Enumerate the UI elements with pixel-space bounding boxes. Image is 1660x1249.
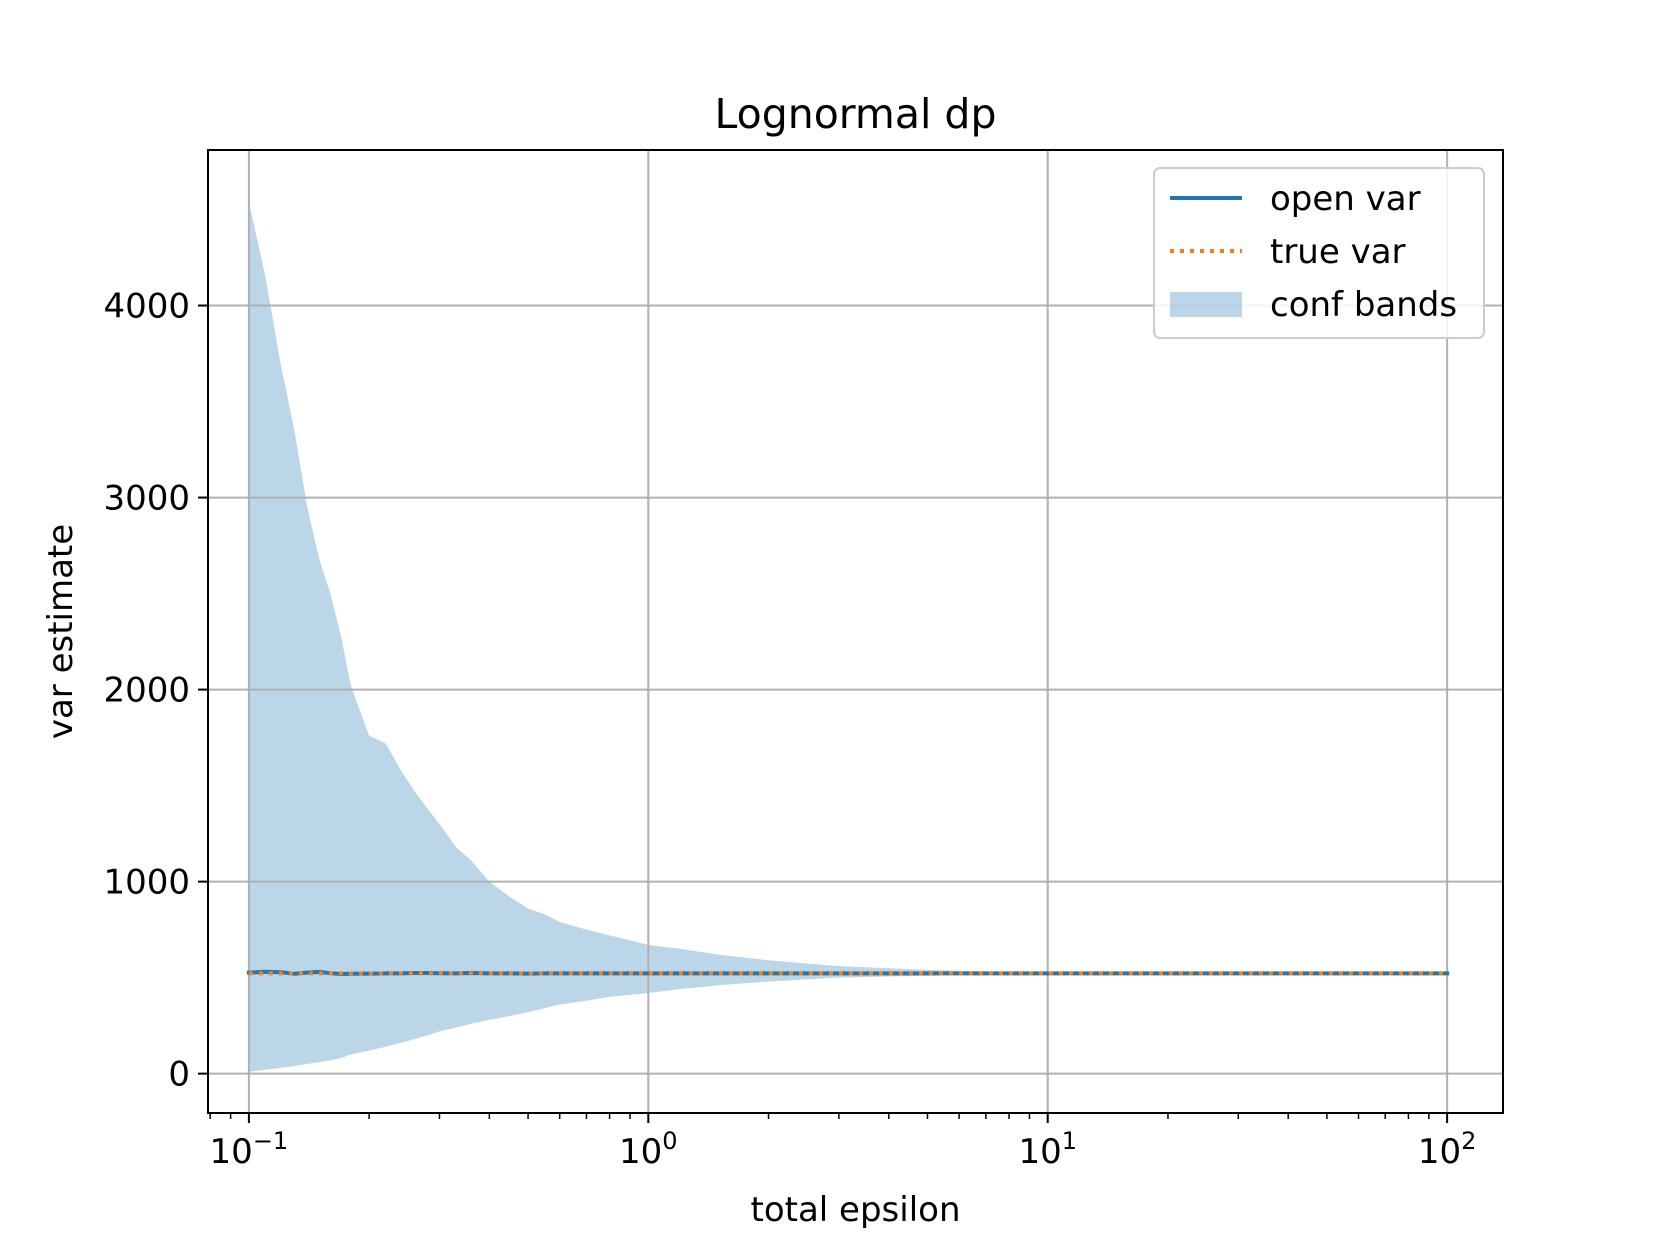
- x-tick-label: 102: [1418, 1127, 1477, 1172]
- axes-frame: [207, 149, 1504, 1114]
- open-var-line: [246, 969, 1450, 976]
- y-tick-label: 4000: [103, 287, 190, 327]
- y-tick-label: 0: [168, 1055, 190, 1095]
- x-tick-label: 101: [1018, 1127, 1077, 1172]
- y-tick-label: 1000: [103, 863, 190, 903]
- legend-swatch-conf-bands: [1170, 292, 1242, 317]
- x-tick-label: 100: [619, 1127, 678, 1172]
- y-axis-label: var estimate: [41, 524, 81, 739]
- x-axis-label: total epsilon: [750, 1190, 960, 1230]
- tick-layer: 10−1 100 101 102 0 1000 2000 3000 4000: [103, 287, 1476, 1172]
- legend-box: [1153, 167, 1485, 339]
- grid-layer: [208, 150, 1503, 1113]
- legend: open var true var conf bands: [1153, 167, 1485, 339]
- y-tick-label: 2000: [103, 671, 190, 711]
- legend-label-true-var: true var: [1270, 232, 1406, 272]
- y-tick-label: 3000: [103, 479, 190, 519]
- x-tick-label: 10−1: [210, 1127, 289, 1172]
- legend-label-conf-bands: conf bands: [1270, 285, 1457, 325]
- series-layer: [246, 969, 1450, 976]
- confidence-band-layer: [248, 201, 1448, 1072]
- confidence-band-area: [248, 201, 1448, 1072]
- chart-title: Lognormal dp: [715, 90, 997, 138]
- legend-label-open-var: open var: [1270, 179, 1421, 219]
